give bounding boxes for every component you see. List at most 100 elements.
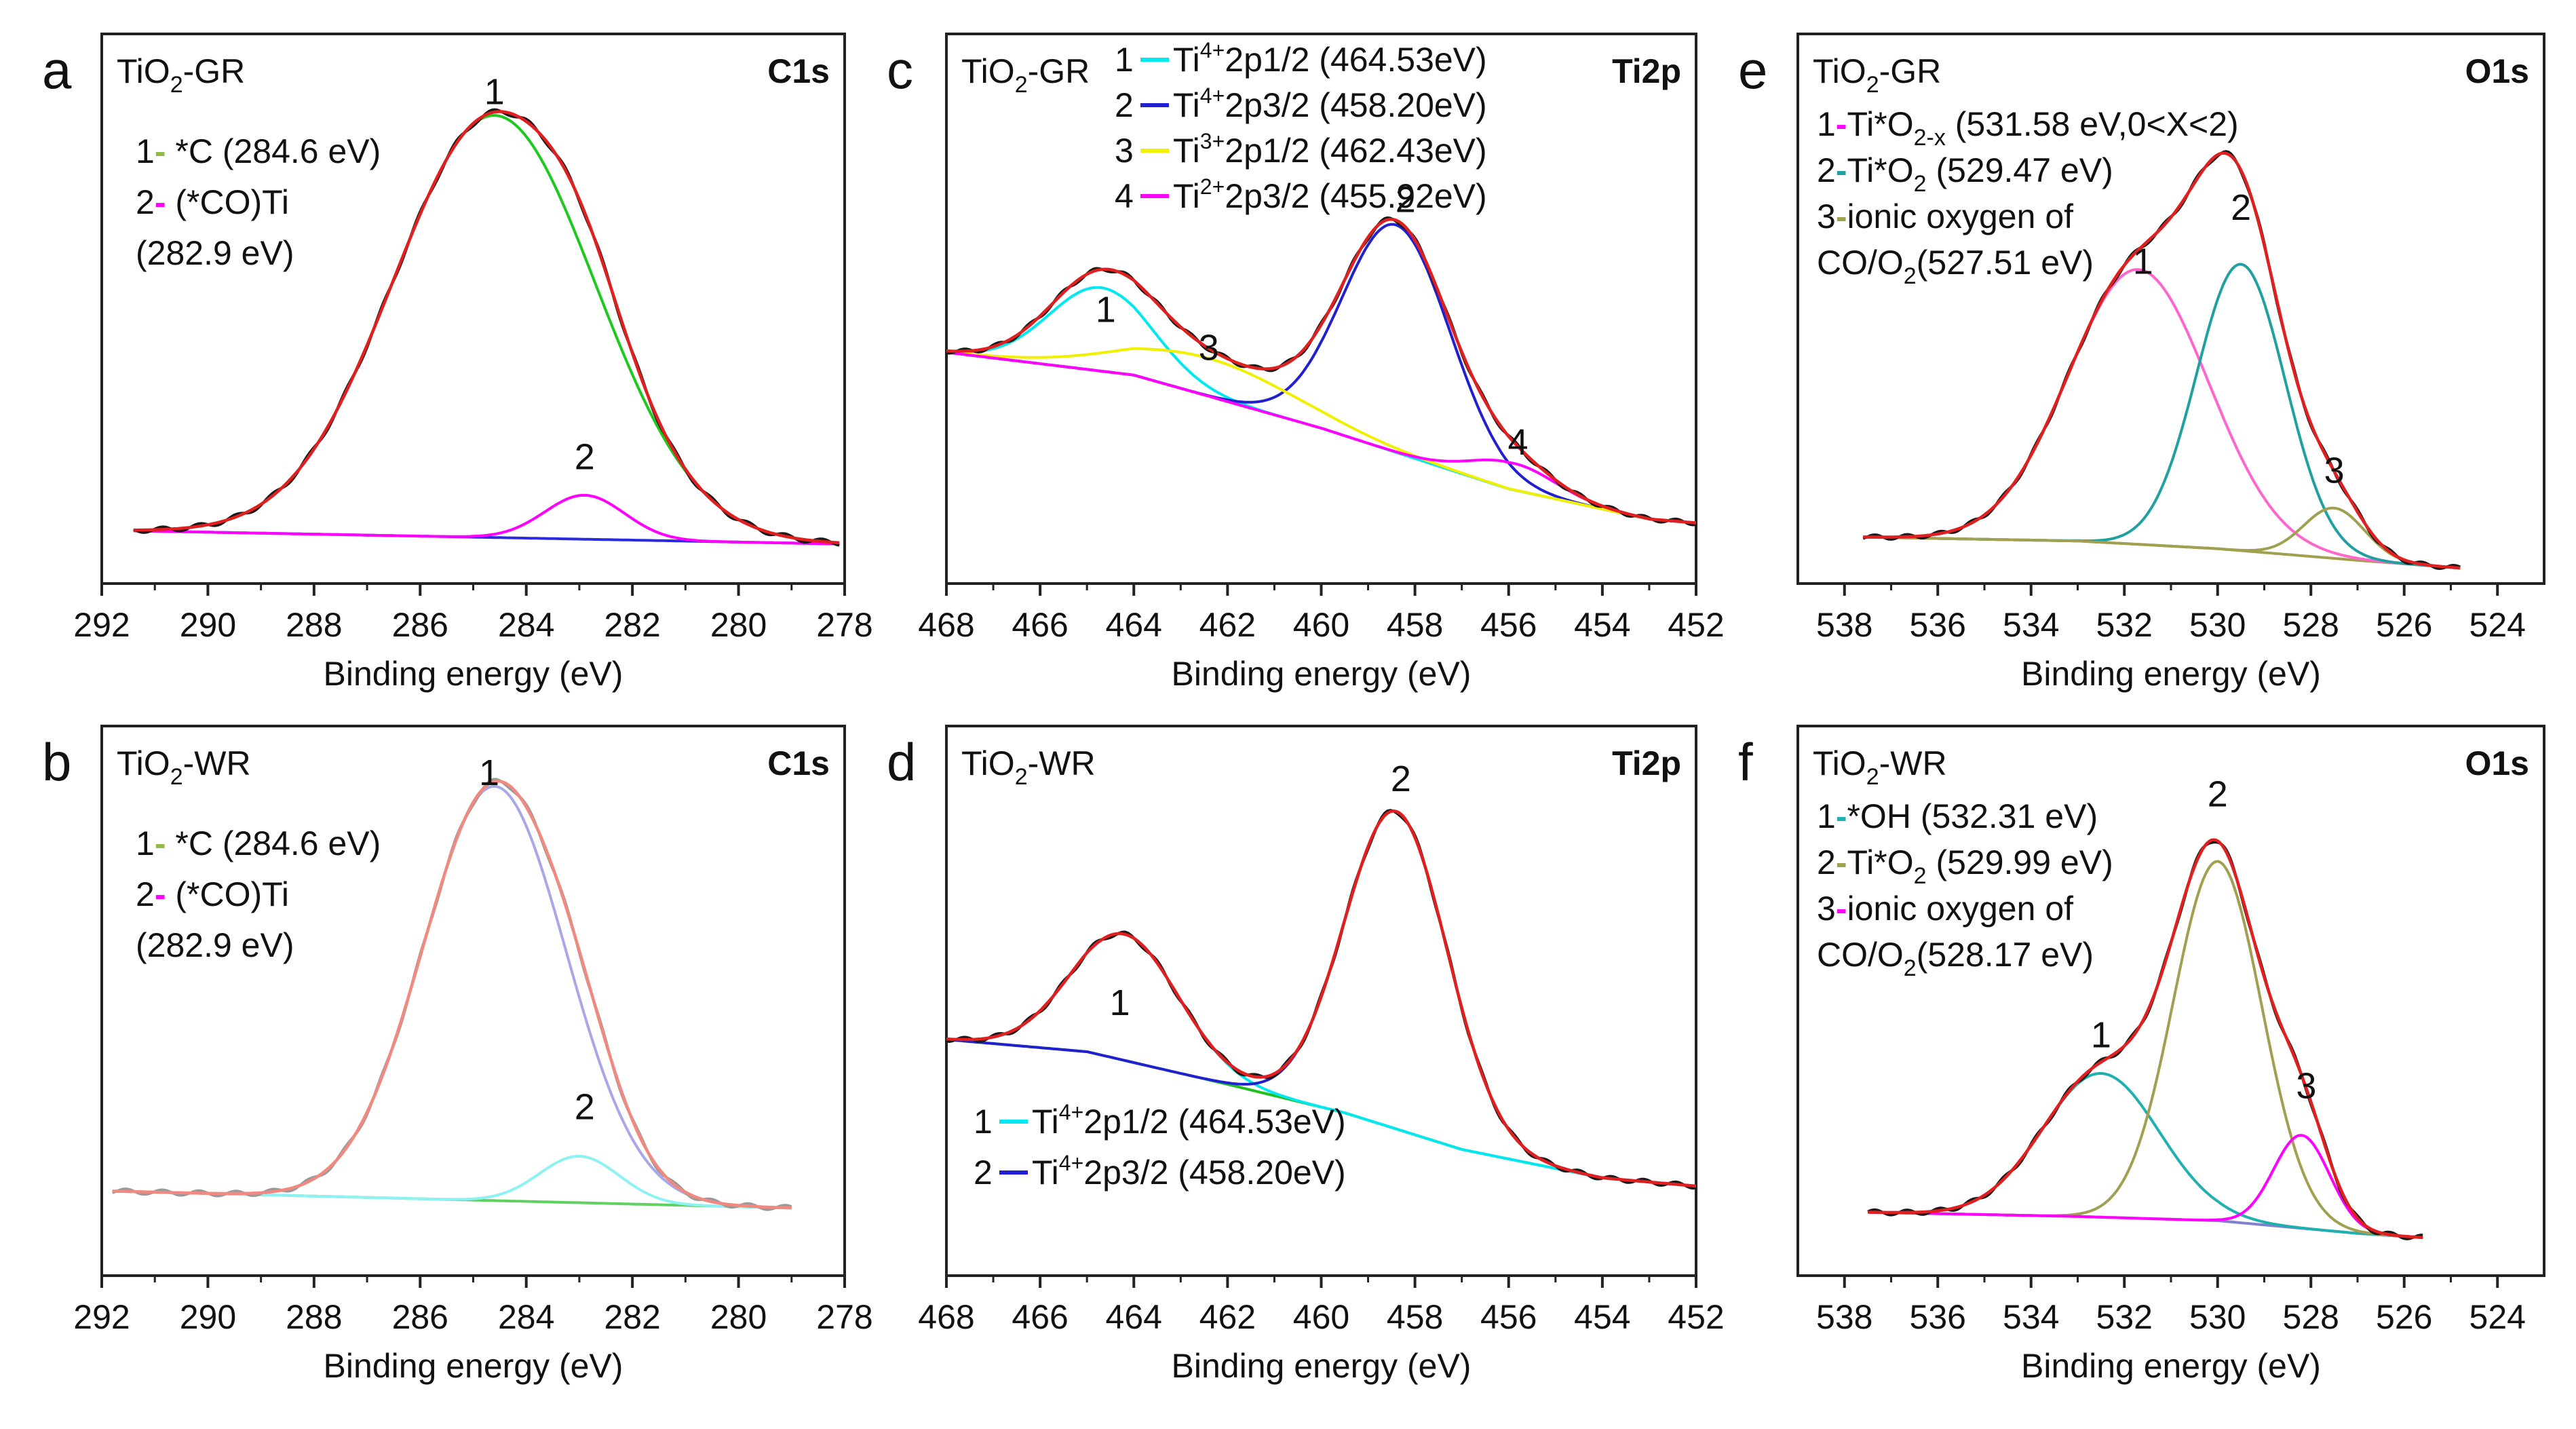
panel-letter: e: [1738, 40, 1767, 100]
x-axis-label: Binding energy (eV): [2021, 655, 2321, 693]
legend-text: ionic oxygen of: [1847, 890, 2073, 928]
legend-charge: 4+: [1200, 83, 1225, 108]
legend-label: 2- (*CO)Ti: [136, 875, 289, 913]
x-axis-label: Binding energy (eV): [1172, 1347, 1472, 1385]
legend-label: 1-Ti*O2-x (531.58 eV,0<X<2): [1817, 105, 2239, 151]
panel-letter: f: [1738, 732, 1753, 792]
x-axis: 538 536 534 532 530 528 526 524: [1816, 1276, 2526, 1336]
plot-curves: [1867, 838, 2423, 1240]
plot-frame: [100, 33, 846, 585]
legend-text: Ti*O: [1847, 843, 1913, 881]
sample-label-sub: 2: [1866, 764, 1879, 790]
raw-data: [946, 216, 1696, 527]
sample-label-part: TiO: [961, 744, 1015, 782]
x-tick-label: 534: [2003, 606, 2059, 644]
chart-title: C1s: [767, 744, 830, 782]
peak-3-curve: [1868, 1134, 2423, 1239]
x-tick-label: 284: [498, 606, 554, 644]
legend-label: Ti4+2p1/2 (464.53eV): [1173, 38, 1487, 79]
legend: 1-Ti*O2-x (531.58 eV,0<X<2)2-Ti*O2 (529.…: [1817, 105, 2239, 289]
panel-letter: c: [887, 40, 913, 100]
legend-num: 4: [1115, 177, 1134, 215]
raw-data-line: [133, 108, 840, 547]
x-tick-label: 278: [816, 1298, 872, 1336]
sample-label-part: -WR: [1028, 744, 1096, 782]
x-tick-label: 534: [2003, 1298, 2059, 1336]
legend-label: Ti3+2p1/2 (462.43eV): [1173, 129, 1487, 170]
panel-letter: d: [887, 732, 916, 792]
x-axis-label: Binding energy (eV): [324, 1347, 623, 1385]
x-tick-label: 280: [710, 606, 767, 644]
legend-gap: [166, 875, 175, 913]
legend-num: 1: [1817, 797, 1836, 835]
legend-num: 2: [1115, 86, 1134, 124]
x-tick-label: 282: [604, 606, 660, 644]
x-tick-label: 282: [604, 1298, 660, 1336]
legend-text: *C (284.6 eV): [175, 132, 381, 170]
x-tick-label: 536: [1910, 1298, 1966, 1336]
legend: 1 Ti4+2p1/2 (464.53eV)2 Ti4+2p3/2 (458.20e…: [1115, 38, 1487, 215]
legend-dash: -: [1836, 843, 1847, 881]
peak-3-curve: [946, 347, 1696, 525]
legend-num: 1: [974, 1103, 993, 1141]
legend-label: Ti2+2p3/2 (455.92eV): [1173, 174, 1487, 215]
x-tick-label: 526: [2376, 1298, 2432, 1336]
x-tick-label: 532: [2096, 1298, 2153, 1336]
x-tick-label: 452: [1668, 606, 1724, 644]
x-tick-label: 460: [1293, 1298, 1349, 1336]
peak-label-4: 4: [1508, 422, 1529, 463]
legend-num: 2: [1817, 843, 1836, 881]
x-axis: 538 536 534 532 530 528 526 524: [1816, 584, 2526, 644]
chart-title: C1s: [767, 52, 830, 90]
legend-label: 3-ionic oxygen of: [1817, 890, 2073, 928]
x-axis-label: Binding energy (eV): [2021, 1347, 2321, 1385]
x-tick-label: 290: [180, 606, 236, 644]
peak-1-curve: [946, 932, 1696, 1187]
peak-1-curve: [1863, 268, 2461, 570]
sample-label-part: TiO: [117, 744, 170, 782]
x-tick-label: 456: [1480, 606, 1537, 644]
x-tick-label: 462: [1199, 1298, 1256, 1336]
raw-data-line: [946, 216, 1696, 527]
peak-3-curve: [1863, 506, 2461, 570]
envelope-fit-line: [946, 809, 1696, 1188]
legend-dash: -: [155, 875, 166, 913]
legend-label: 2- (*CO)Ti: [136, 183, 289, 221]
legend-dash: -: [155, 132, 166, 170]
x-tick-label: 454: [1574, 606, 1630, 644]
x-tick-label: 468: [918, 1298, 974, 1336]
panel-b: b 292 290 288 286 284 282 280 278 Binding energy …: [42, 725, 873, 1385]
sample-label: TiO2-GR: [1813, 52, 1941, 98]
legend-text: Ti*O: [1847, 151, 1913, 189]
x-tick-label: 530: [2189, 1298, 2246, 1336]
background-line: [1863, 535, 2461, 570]
x-axis-label: Binding energy (eV): [1172, 655, 1472, 693]
legend-text: 2p3/2 (458.20eV): [1225, 86, 1486, 124]
legend-ion: Ti: [1032, 1154, 1059, 1192]
legend-text: ionic oxygen of: [1847, 197, 2073, 235]
sample-label: TiO2-GR: [117, 52, 245, 98]
sample-label-part: TiO: [1813, 52, 1866, 90]
x-tick-label: 288: [286, 606, 342, 644]
x-tick-label: 458: [1387, 606, 1443, 644]
x-tick-label: 280: [710, 1298, 767, 1336]
legend-charge: 4+: [1059, 1151, 1083, 1175]
envelope-fit-line: [946, 217, 1696, 525]
panel-f: f 538 536 534 532 530 528 526 524 Binding energy …: [1738, 725, 2545, 1385]
sample-label-sub: 2: [1015, 764, 1028, 790]
panel-c: c 468 466 464 462 460 458 456 454 452 Binding ener…: [887, 33, 1725, 693]
sample-label-part: TiO: [1813, 744, 1866, 782]
legend-after: (529.47 eV): [1927, 151, 2113, 189]
legend-text: (282.9 eV): [136, 926, 294, 964]
legend-num: 3: [1817, 197, 1836, 235]
legend-dash: -: [1836, 890, 1847, 928]
x-tick-label: 454: [1574, 1298, 1630, 1336]
legend-label: 3-ionic oxygen of: [1817, 197, 2073, 235]
legend-dash: -: [1836, 797, 1847, 835]
x-tick-label: 290: [180, 1298, 236, 1336]
legend-num: 3: [1115, 132, 1134, 170]
legend-num: 2: [136, 183, 155, 221]
panel-a: a 292 290 288 286 284 282 280 278 Binding energy …: [42, 33, 873, 693]
legend-sub: 2: [1904, 263, 1917, 289]
legend-ion: Ti: [1173, 86, 1200, 124]
